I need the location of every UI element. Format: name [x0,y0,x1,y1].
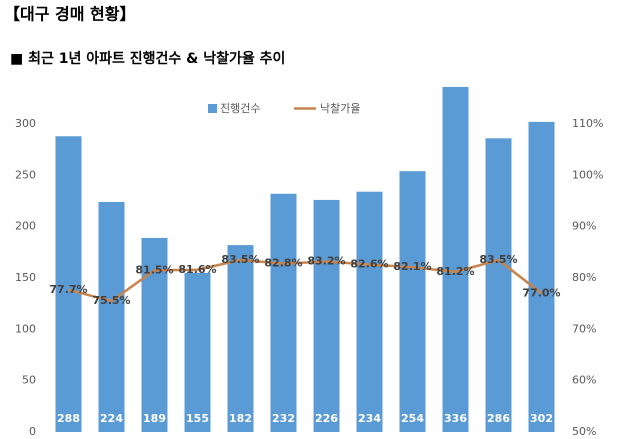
y2-tick-label: 110% [572,117,603,130]
line-value-label: 83.2% [307,255,345,268]
legend-swatch [208,104,217,113]
y2-tick-label: 90% [572,220,596,233]
legend-label: 낙찰가율 [320,102,360,115]
y-tick-label: 250 [15,168,36,181]
line-value-label: 81.2% [436,265,474,278]
bar [98,201,125,432]
bar-value-label: 155 [186,412,209,425]
bar-value-label: 302 [530,412,553,425]
line-value-label: 83.5% [479,253,517,266]
bar-value-label: 254 [401,412,424,425]
y2-tick-label: 80% [572,271,596,284]
bar [270,193,297,432]
line-value-label: 81.5% [135,263,173,276]
y2-tick-label: 50% [572,425,596,438]
bar-value-label: 234 [358,412,381,425]
bar-value-label: 224 [100,412,123,425]
bar [184,272,211,432]
bar [55,136,82,432]
y2-tick-label: 60% [572,374,596,387]
legend-label: 진행건수 [220,102,260,115]
bar [356,191,383,432]
y-tick-label: 200 [15,220,36,233]
line [68,258,543,303]
line-value-label: 83.5% [221,253,259,266]
bar [399,171,426,432]
y-tick-label: 50 [22,374,36,387]
y-tick-label: 0 [29,425,36,438]
line-value-label: 82.1% [393,260,431,273]
bar [485,138,512,433]
bar-value-label: 288 [57,412,80,425]
line-value-label: 82.6% [350,258,388,271]
bar-value-label: 232 [272,412,295,425]
line-value-label: 81.6% [178,263,216,276]
y2-tick-label: 70% [572,322,596,335]
bar [442,86,469,432]
line-value-label: 77.7% [49,283,87,296]
bar-value-label: 286 [487,412,510,425]
bar-value-label: 189 [143,412,166,425]
bar [528,121,555,432]
bar-value-label: 226 [315,412,338,425]
line-value-label: 82.8% [264,257,302,270]
bar-value-label: 336 [444,412,467,425]
y2-tick-label: 100% [572,168,603,181]
line-value-label: 77.0% [522,286,560,299]
bar [313,199,340,432]
line-value-label: 75.5% [92,294,130,307]
section-title: ■ 최근 1년 아파트 진행건수 & 낙찰가율 추이 [10,50,285,67]
y-tick-label: 300 [15,117,36,130]
bar-value-label: 182 [229,412,252,425]
page-title: 【대구 경매 현황】 [4,5,135,24]
y-tick-label: 100 [15,322,36,335]
bar [227,245,254,432]
y-tick-label: 150 [15,271,36,284]
